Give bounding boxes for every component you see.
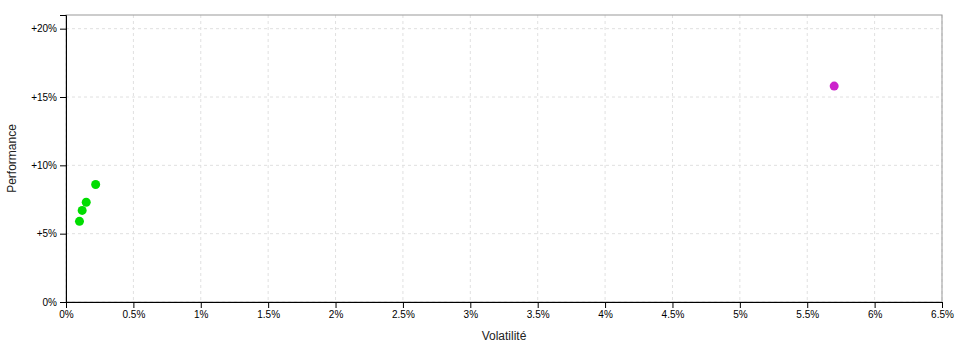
- plot-frame: [66, 15, 942, 302]
- tick-mark: [201, 302, 202, 308]
- tick: +20%: [31, 23, 66, 34]
- tick-label: +5%: [37, 228, 57, 239]
- tick-label: 1.5%: [257, 309, 280, 320]
- points: [75, 82, 839, 226]
- tick-label: 4.5%: [662, 309, 685, 320]
- grid-line-x: [739, 15, 740, 302]
- grid-line-x: [268, 15, 269, 302]
- axis-line: [67, 303, 943, 309]
- grid-line-x: [874, 15, 875, 302]
- grid-line-y: [66, 28, 942, 29]
- tick-label: 6%: [868, 309, 883, 320]
- tick-label: 2%: [329, 309, 344, 320]
- tick-mark: [336, 302, 337, 308]
- x-axis-title: Volatilité: [482, 329, 527, 343]
- tick-label: 1%: [194, 309, 209, 320]
- point: [75, 217, 84, 226]
- tick: 6%: [868, 302, 883, 320]
- series-0: [75, 180, 100, 226]
- tick-label: 0.5%: [122, 309, 145, 320]
- tick: 6.5%: [931, 302, 954, 320]
- point: [82, 198, 91, 207]
- tick-mark: [470, 302, 471, 308]
- tick-mark: [807, 302, 808, 308]
- tick-mark: [60, 302, 66, 303]
- tick: +10%: [31, 160, 66, 171]
- tick-label: +10%: [31, 160, 57, 171]
- tick: 0%: [59, 302, 74, 320]
- tick-mark: [942, 302, 943, 308]
- tick-label: 0%: [59, 309, 74, 320]
- tick: 4.5%: [662, 302, 685, 320]
- grid-line-x: [200, 15, 201, 302]
- grid: [66, 15, 942, 302]
- tick-mark: [60, 234, 66, 235]
- tick: 1.5%: [257, 302, 280, 320]
- point: [830, 82, 839, 91]
- tick-mark: [875, 302, 876, 308]
- tick-mark: [605, 302, 606, 308]
- tick-label: 4%: [598, 309, 613, 320]
- tick-label: 3%: [464, 309, 479, 320]
- y-axis: 0% +5% +10% +15% +20%: [31, 16, 66, 308]
- plot-area: 0% 0.5% 1% 1.5% 2% 2.5% 3% 3.5% 4% 4.5% 5% 5.5% 6% 6.…: [31, 15, 954, 320]
- tick: +15%: [31, 92, 66, 103]
- y-axis-title: Performance: [5, 124, 19, 193]
- tick: 4%: [598, 302, 613, 320]
- grid-line-x: [335, 15, 336, 302]
- tick: 3.5%: [527, 302, 550, 320]
- grid-line-y: [66, 97, 942, 98]
- tick-label: 3.5%: [527, 309, 550, 320]
- axis-line: [60, 16, 67, 303]
- tick: 1%: [194, 302, 209, 320]
- tick: 0.5%: [122, 302, 145, 320]
- grid-line-y: [66, 233, 942, 234]
- grid-line-x: [537, 15, 538, 302]
- tick: 5%: [733, 302, 748, 320]
- tick-mark: [538, 302, 539, 308]
- tick-label: 5.5%: [796, 309, 819, 320]
- point: [78, 206, 87, 215]
- tick-label: +15%: [31, 92, 57, 103]
- tick: +5%: [37, 228, 66, 239]
- tick-mark: [60, 165, 66, 166]
- grid-line-y: [66, 165, 942, 166]
- tick-mark: [60, 97, 66, 98]
- tick: 3%: [464, 302, 479, 320]
- grid-line-x: [605, 15, 606, 302]
- tick-mark: [672, 302, 673, 308]
- grid-line-x: [470, 15, 471, 302]
- tick-mark: [403, 302, 404, 308]
- grid-line-x: [402, 15, 403, 302]
- tick-label: 2.5%: [392, 309, 415, 320]
- tick-mark: [60, 29, 66, 30]
- tick-mark: [268, 302, 269, 308]
- tick: 2.5%: [392, 302, 415, 320]
- tick: 0%: [43, 297, 66, 308]
- grid-line-x: [672, 15, 673, 302]
- tick-label: +20%: [31, 23, 57, 34]
- tick-label: 6.5%: [931, 309, 954, 320]
- x-axis: 0% 0.5% 1% 1.5% 2% 2.5% 3% 3.5% 4% 4.5% 5% 5.5% 6% 6.…: [59, 302, 954, 320]
- chart-svg: 0% 0.5% 1% 1.5% 2% 2.5% 3% 3.5% 4% 4.5% 5% 5.5% 6% 6.…: [0, 0, 966, 350]
- grid-line-x: [133, 15, 134, 302]
- point: [91, 180, 100, 189]
- tick-label: 0%: [43, 297, 58, 308]
- grid-line-x: [807, 15, 808, 302]
- tick-label: 5%: [733, 309, 748, 320]
- tick: 2%: [329, 302, 344, 320]
- tick-mark: [740, 302, 741, 308]
- tick-mark: [133, 302, 134, 308]
- tick: 5.5%: [796, 302, 819, 320]
- series-1: [830, 82, 839, 91]
